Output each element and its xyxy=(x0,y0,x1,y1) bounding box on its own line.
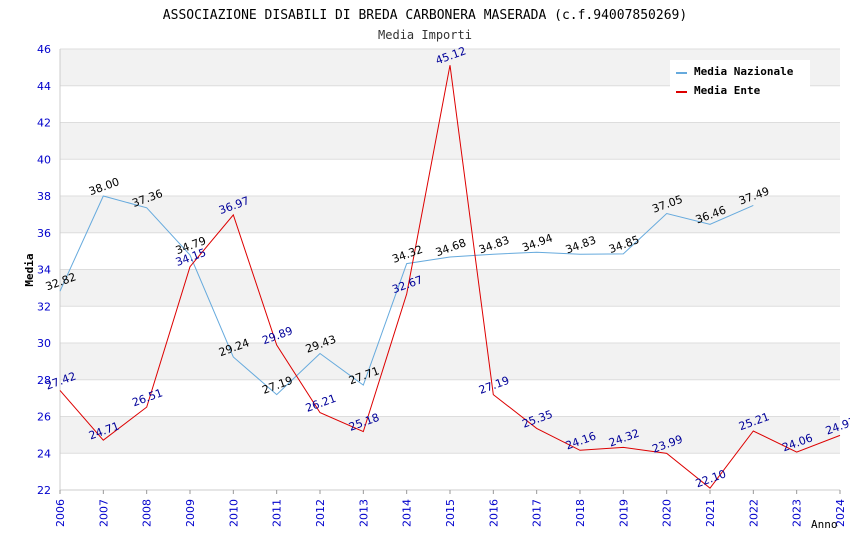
y-tick-label: 38 xyxy=(37,190,51,203)
y-axis-ticks: 22 24 26 28 30 32 34 36 38 40 42 44 46 xyxy=(37,43,51,497)
data-label-nazionale: 34.32 xyxy=(390,243,424,266)
legend-label-ente: Media Ente xyxy=(694,84,761,97)
y-tick-label: 32 xyxy=(37,300,51,313)
series-line-nazionale xyxy=(59,195,754,396)
y-tick-label: 46 xyxy=(37,43,51,56)
series-lines xyxy=(59,65,841,489)
y-tick-label: 34 xyxy=(37,264,51,277)
x-axis-label: Anno xyxy=(811,518,838,531)
x-tick-label: 2018 xyxy=(574,499,587,527)
grid-band xyxy=(60,416,840,454)
x-tick-label: 2020 xyxy=(661,499,674,527)
x-tick-label: 2022 xyxy=(747,499,760,527)
y-axis-label: Media xyxy=(23,253,36,286)
legend: Media Nazionale Media Ente xyxy=(670,60,810,100)
x-tick-label: 2011 xyxy=(271,499,284,527)
series-line-ente xyxy=(59,65,841,489)
x-tick-label: 2009 xyxy=(184,499,197,527)
data-label-nazionale: 34.94 xyxy=(520,231,554,254)
x-tick-label: 2006 xyxy=(54,499,67,527)
y-tick-label: 44 xyxy=(37,80,51,93)
x-tick-label: 2015 xyxy=(444,499,457,527)
y-tick-label: 26 xyxy=(37,411,51,424)
y-tick-label: 36 xyxy=(37,227,51,240)
y-tick-label: 42 xyxy=(37,117,51,130)
x-tick-label: 2012 xyxy=(314,499,327,527)
x-tick-label: 2014 xyxy=(401,499,414,527)
x-tick-label: 2016 xyxy=(487,499,500,527)
x-tick-label: 2013 xyxy=(357,499,370,527)
x-tick-label: 2021 xyxy=(704,499,717,527)
x-axis-ticks: 2006 2007 2008 2009 2010 2011 2012 2013 2014 2015… xyxy=(54,490,847,527)
chart-title: ASSOCIAZIONE DISABILI DI BREDA CARBONERA… xyxy=(163,8,687,23)
grid-band xyxy=(60,269,840,307)
y-tick-label: 22 xyxy=(37,484,51,497)
legend-label-nazionale: Media Nazionale xyxy=(694,65,794,78)
y-tick-label: 24 xyxy=(37,447,51,460)
grid-band xyxy=(60,122,840,160)
grid-band xyxy=(60,343,840,380)
x-tick-label: 2007 xyxy=(97,499,110,527)
data-label-nazionale: 38.00 xyxy=(87,175,121,198)
x-tick-label: 2010 xyxy=(227,499,240,527)
x-tick-label: 2008 xyxy=(141,499,154,527)
legend-box xyxy=(670,60,810,100)
data-label-nazionale: 34.83 xyxy=(564,233,598,256)
grid-band xyxy=(60,196,840,233)
x-tick-label: 2023 xyxy=(791,499,804,527)
x-tick-label: 2019 xyxy=(617,499,630,527)
data-label-nazionale: 34.83 xyxy=(477,233,511,256)
x-tick-label: 2017 xyxy=(531,499,544,527)
x-tick-label: 2024 xyxy=(834,499,847,527)
y-tick-label: 30 xyxy=(37,337,51,350)
chart-subtitle: Media Importi xyxy=(378,28,472,42)
y-tick-label: 40 xyxy=(37,153,51,166)
y-tick-label: 28 xyxy=(37,374,51,387)
